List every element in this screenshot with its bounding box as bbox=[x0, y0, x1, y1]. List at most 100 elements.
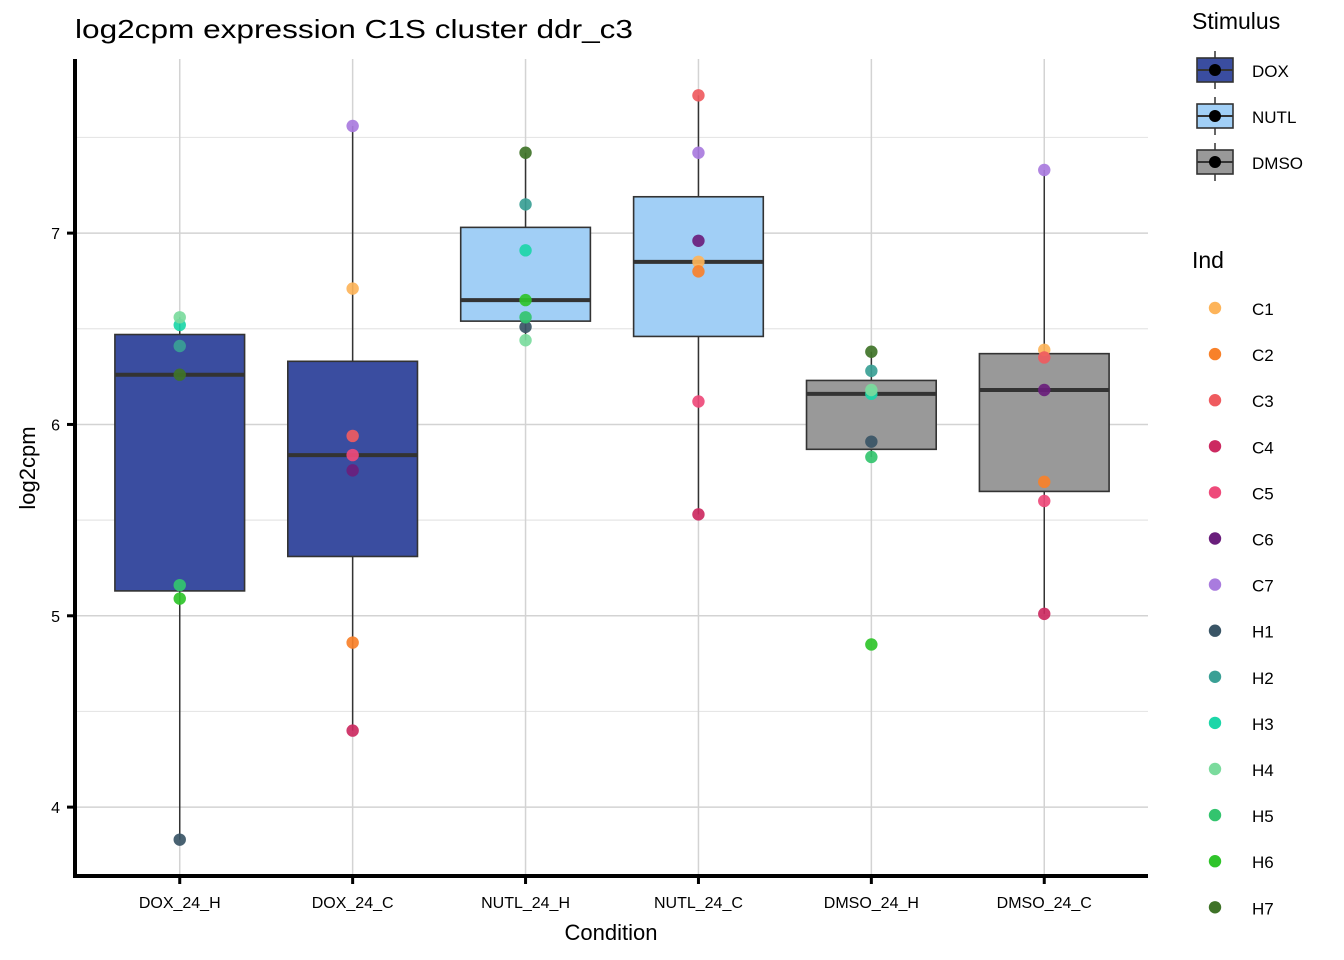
point-DOX_24_C-C1 bbox=[346, 282, 359, 295]
point-NUTL_24_H-H3 bbox=[519, 244, 532, 257]
legend-ind-label: H3 bbox=[1252, 715, 1274, 734]
point-NUTL_24_C-C3 bbox=[692, 89, 705, 102]
box-iqr bbox=[459, 226, 592, 322]
point-DMSO_24_H-H2 bbox=[865, 364, 878, 378]
point-DMSO_24_H-H6 bbox=[865, 638, 878, 651]
point-NUTL_24_C-C7 bbox=[692, 146, 705, 159]
legend-ind-item: H5 bbox=[1208, 807, 1274, 826]
legend-ind-swatch bbox=[1208, 624, 1222, 637]
legend-ind-label: C7 bbox=[1252, 577, 1274, 596]
legend-ind-swatch bbox=[1208, 578, 1222, 591]
legend-ind-item: C2 bbox=[1208, 346, 1274, 365]
points bbox=[173, 89, 1051, 846]
y-axis-title: log2cpm bbox=[15, 426, 40, 509]
legend-ind-swatch bbox=[1208, 762, 1222, 776]
point-DOX_24_H-H7 bbox=[173, 368, 186, 381]
legend-stimulus-title: Stimulus bbox=[1192, 8, 1280, 34]
point-NUTL_24_C-C6 bbox=[692, 234, 705, 247]
legend-ind-swatch bbox=[1208, 716, 1222, 730]
legend-key-point bbox=[1209, 64, 1221, 76]
legend-ind-item: C5 bbox=[1208, 484, 1274, 503]
legend-ind-label: C2 bbox=[1252, 346, 1274, 365]
legend-stimulus: Stimulus DOX NUTL DMSO bbox=[1192, 8, 1303, 181]
point-DOX_24_C-C2 bbox=[346, 636, 359, 649]
legend-ind: Ind C1 C2 C3 C4 C5 C6 C7 H1 H2 H3 H4 H5 H6 H7 bbox=[1192, 247, 1274, 918]
legend-key-point bbox=[1209, 110, 1221, 122]
point-NUTL_24_H-H7 bbox=[519, 146, 532, 159]
legend-ind-swatch bbox=[1208, 901, 1222, 914]
legend-ind-item: C7 bbox=[1208, 577, 1274, 596]
x-tick-label: DOX_24_C bbox=[312, 895, 394, 912]
x-tick-label: DMSO_24_C bbox=[997, 895, 1092, 912]
point-DOX_24_H-H2 bbox=[173, 339, 186, 353]
point-DMSO_24_C-C6 bbox=[1038, 383, 1051, 397]
legend-ind-label: C6 bbox=[1252, 531, 1274, 550]
box-DOX_24_H bbox=[114, 317, 246, 840]
point-DOX_24_H-H6 bbox=[173, 592, 186, 605]
legend-ind-label: C1 bbox=[1252, 300, 1274, 319]
legend-stimulus-label: DMSO bbox=[1252, 154, 1303, 173]
point-DOX_24_C-C6 bbox=[346, 464, 359, 477]
point-DOX_24_C-C5 bbox=[346, 448, 359, 462]
legend-ind-item: C3 bbox=[1208, 392, 1274, 411]
point-NUTL_24_C-C5 bbox=[692, 395, 705, 408]
legend-ind-label: H1 bbox=[1252, 623, 1274, 642]
legend-ind-label: H2 bbox=[1252, 669, 1274, 688]
legend-ind-item: H3 bbox=[1208, 715, 1274, 734]
legend-ind-label: C5 bbox=[1252, 484, 1274, 503]
legend-ind-swatch bbox=[1208, 855, 1222, 868]
legend-ind-label: H6 bbox=[1252, 853, 1274, 872]
point-DOX_24_C-C7 bbox=[346, 119, 359, 133]
legend-ind-swatch bbox=[1208, 486, 1222, 499]
legend-ind-label: H7 bbox=[1252, 899, 1274, 918]
legend-ind-item: H7 bbox=[1208, 899, 1274, 918]
axes: 4 5 6 7 DOX_24_H DOX_24_C NUTL_24_H NUTL_24_C DM… bbox=[51, 59, 1148, 912]
point-DMSO_24_H-H7 bbox=[865, 345, 878, 358]
legend-ind-swatch bbox=[1208, 808, 1222, 822]
chart-title: log2cpm expression C1S cluster ddr_c3 bbox=[75, 14, 633, 44]
legend-stimulus-label: DOX bbox=[1252, 62, 1289, 81]
x-tick-label: DOX_24_H bbox=[139, 895, 221, 912]
point-DOX_24_H-H4 bbox=[173, 311, 186, 324]
legend-ind-swatch bbox=[1208, 670, 1222, 683]
legend-stimulus-item: DOX bbox=[1196, 51, 1289, 89]
point-NUTL_24_H-H2 bbox=[519, 198, 532, 211]
legend-stimulus-item: NUTL bbox=[1196, 97, 1296, 135]
point-NUTL_24_H-H1 bbox=[519, 320, 532, 334]
legend-ind-label: H5 bbox=[1252, 807, 1274, 826]
point-DOX_24_H-H5 bbox=[173, 578, 186, 592]
point-DMSO_24_C-C5 bbox=[1038, 494, 1051, 508]
point-NUTL_24_C-C4 bbox=[692, 508, 705, 521]
legend-ind-item: C1 bbox=[1208, 300, 1274, 319]
point-NUTL_24_H-H5 bbox=[519, 311, 532, 324]
legend-ind-item: H4 bbox=[1208, 761, 1274, 780]
legend-ind-swatch bbox=[1208, 394, 1222, 407]
legend-ind-item: H6 bbox=[1208, 853, 1274, 872]
point-DMSO_24_H-H1 bbox=[865, 435, 878, 448]
point-DMSO_24_C-C3 bbox=[1038, 351, 1051, 364]
legend-ind-title: Ind bbox=[1192, 247, 1224, 273]
x-tick-label: NUTL_24_C bbox=[654, 895, 743, 912]
point-DMSO_24_C-C7 bbox=[1038, 163, 1051, 177]
point-DMSO_24_C-C2 bbox=[1038, 475, 1051, 489]
legend-ind-label: C4 bbox=[1252, 438, 1274, 457]
legend-stimulus-item: DMSO bbox=[1196, 143, 1303, 181]
legend-ind-swatch bbox=[1208, 301, 1222, 315]
x-tick-label: NUTL_24_H bbox=[481, 895, 570, 912]
y-tick-label: 6 bbox=[51, 417, 60, 434]
point-DOX_24_C-C4 bbox=[346, 724, 359, 737]
legend-ind-label: H4 bbox=[1252, 761, 1274, 780]
boxes bbox=[114, 95, 1110, 840]
y-tick-label: 5 bbox=[51, 609, 60, 626]
point-DMSO_24_H-H5 bbox=[865, 450, 878, 464]
x-tick-label: DMSO_24_H bbox=[824, 895, 919, 912]
point-NUTL_24_C-C2 bbox=[692, 265, 705, 278]
box-DMSO_24_C bbox=[978, 169, 1110, 614]
point-DOX_24_C-C3 bbox=[346, 429, 359, 443]
point-NUTL_24_H-H6 bbox=[519, 293, 532, 307]
legend-ind-swatch bbox=[1208, 347, 1222, 361]
legend-ind-swatch bbox=[1208, 440, 1222, 453]
point-NUTL_24_H-H4 bbox=[519, 334, 532, 347]
y-tick-label: 7 bbox=[51, 226, 60, 243]
legend-ind-label: C3 bbox=[1252, 392, 1274, 411]
